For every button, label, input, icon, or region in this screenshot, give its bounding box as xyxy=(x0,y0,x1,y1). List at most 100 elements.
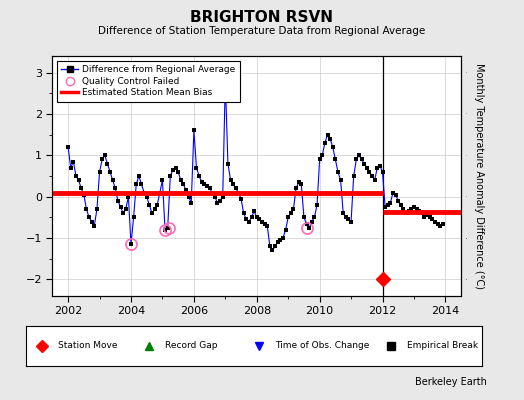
Point xyxy=(184,194,193,200)
Point xyxy=(135,173,143,179)
Point xyxy=(255,216,264,223)
Point xyxy=(95,169,104,175)
Point xyxy=(116,204,125,210)
Point xyxy=(161,226,169,233)
Point xyxy=(294,179,303,186)
Point xyxy=(399,206,408,212)
Point xyxy=(229,181,237,188)
Point xyxy=(297,181,305,188)
Point xyxy=(271,243,279,250)
Point xyxy=(253,214,261,220)
Point xyxy=(276,237,285,243)
Point xyxy=(179,181,188,188)
Point xyxy=(232,185,240,192)
Point xyxy=(355,152,363,158)
Point xyxy=(350,173,358,179)
Point xyxy=(336,177,345,183)
Point xyxy=(216,198,224,204)
Point xyxy=(425,214,434,220)
Point xyxy=(219,194,227,200)
Point xyxy=(111,185,119,192)
Point xyxy=(122,206,130,212)
Point xyxy=(289,206,298,212)
Point xyxy=(132,181,140,188)
Point xyxy=(418,210,426,216)
Point xyxy=(386,200,395,206)
Point xyxy=(310,214,319,220)
Point xyxy=(344,216,353,223)
Point xyxy=(342,214,350,220)
Point xyxy=(260,220,269,227)
Point xyxy=(363,164,371,171)
Point xyxy=(258,218,266,225)
Point xyxy=(211,194,219,200)
Point xyxy=(129,214,138,220)
Point xyxy=(376,162,384,169)
Point xyxy=(242,216,250,223)
Point xyxy=(198,179,206,186)
Point xyxy=(166,173,174,179)
Point xyxy=(331,156,340,163)
Point xyxy=(389,189,397,196)
Point xyxy=(292,185,300,192)
Point xyxy=(405,208,413,214)
Point xyxy=(72,173,80,179)
Point xyxy=(140,189,148,196)
Point xyxy=(433,220,442,227)
Point xyxy=(190,127,198,134)
Point xyxy=(402,210,410,216)
Point xyxy=(221,78,230,84)
Point xyxy=(150,206,159,212)
Point xyxy=(326,136,334,142)
Point xyxy=(318,152,326,158)
Point xyxy=(274,239,282,246)
Point xyxy=(108,177,117,183)
Point xyxy=(302,220,311,227)
Point xyxy=(69,158,78,165)
Point xyxy=(77,185,85,192)
Point xyxy=(308,218,316,225)
Text: BRIGHTON RSVN: BRIGHTON RSVN xyxy=(191,10,333,25)
Point xyxy=(171,164,180,171)
Point xyxy=(80,192,88,198)
Point xyxy=(391,192,400,198)
Point xyxy=(106,169,114,175)
Point xyxy=(208,189,216,196)
Point xyxy=(284,214,292,220)
Point xyxy=(195,173,203,179)
Point xyxy=(329,144,337,150)
Point xyxy=(67,164,75,171)
Point xyxy=(153,202,161,208)
Y-axis label: Monthly Temperature Anomaly Difference (°C): Monthly Temperature Anomaly Difference (… xyxy=(474,63,484,289)
Point xyxy=(313,202,321,208)
Point xyxy=(213,200,222,206)
Point xyxy=(357,156,366,163)
Point xyxy=(169,166,177,173)
Point xyxy=(82,206,91,212)
Point xyxy=(360,160,368,167)
Point xyxy=(439,220,447,227)
Point xyxy=(281,226,290,233)
Point xyxy=(237,196,245,202)
Point xyxy=(410,204,418,210)
Point xyxy=(143,194,151,200)
Point xyxy=(114,198,122,204)
Point xyxy=(323,132,332,138)
Point xyxy=(368,173,376,179)
Point xyxy=(93,206,101,212)
Point xyxy=(200,181,209,188)
Legend: Difference from Regional Average, Quality Control Failed, Estimated Station Mean: Difference from Regional Average, Qualit… xyxy=(57,60,240,102)
Point xyxy=(415,208,423,214)
Point xyxy=(124,194,133,200)
Point xyxy=(148,210,156,216)
Point xyxy=(384,202,392,208)
Point xyxy=(137,181,146,188)
Point xyxy=(321,140,329,146)
Text: Record Gap: Record Gap xyxy=(165,342,218,350)
Point xyxy=(378,169,387,175)
Point xyxy=(279,235,287,241)
Point xyxy=(156,189,164,196)
Point xyxy=(85,214,93,220)
Text: Station Move: Station Move xyxy=(58,342,117,350)
Point xyxy=(174,169,182,175)
